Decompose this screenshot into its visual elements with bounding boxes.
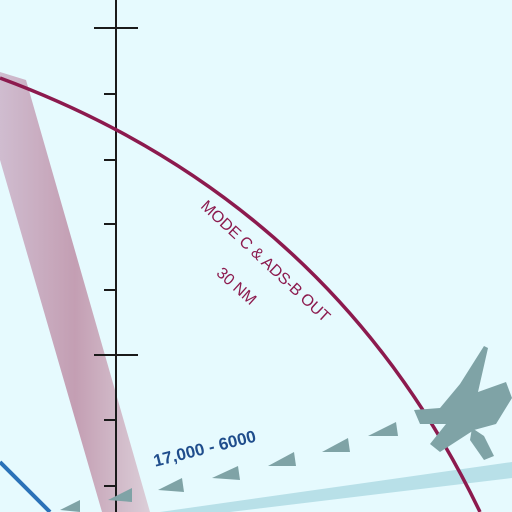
airway-band <box>0 72 150 512</box>
blue-boundary-line <box>0 460 52 512</box>
route-arrow <box>158 478 184 492</box>
route-arrow <box>108 488 132 502</box>
route-arrow <box>212 466 240 480</box>
teal-route-band <box>160 462 512 512</box>
route-arrow <box>322 438 350 452</box>
route-arrow <box>368 422 398 436</box>
airport-aircraft-icon <box>414 346 512 460</box>
route-arrows <box>60 422 398 512</box>
mode-c-ring <box>0 76 482 512</box>
meridian-tick-scale <box>94 0 138 512</box>
route-arrow <box>60 500 80 512</box>
route-arrow <box>268 452 296 466</box>
